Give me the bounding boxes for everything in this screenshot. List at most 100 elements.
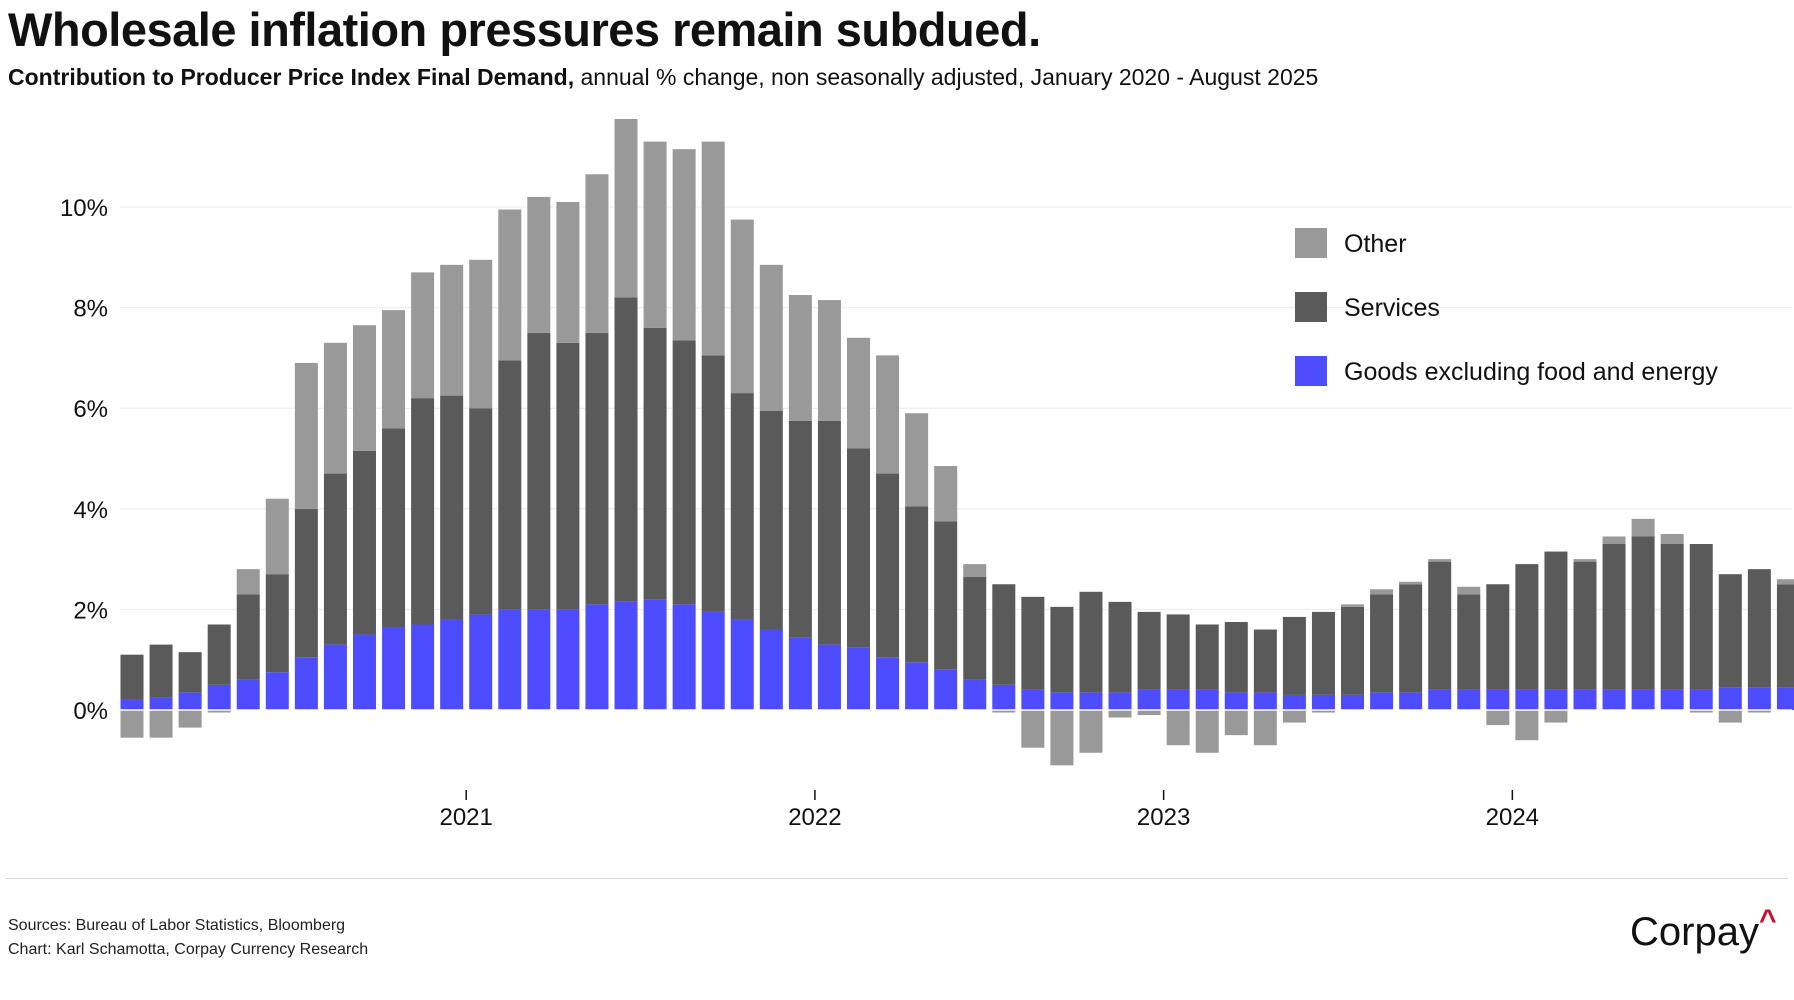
bar-goods [643,599,667,710]
y-tick-label: 0% [73,698,108,725]
bar-services [1486,584,1510,690]
bar-services [614,297,638,602]
bar-other [469,259,493,409]
subtitle-rest: annual % change, non seasonally adjusted… [574,64,1319,90]
chart-title: Wholesale inflation pressures remain sub… [8,3,1041,56]
bar-other [1660,533,1684,545]
bar-other [701,141,725,356]
bar-services [585,332,609,605]
bar-goods [614,601,638,710]
bar-services [1544,551,1568,690]
bar-goods [701,611,725,710]
bar-other [1631,518,1655,537]
bar-other [1544,710,1568,723]
bar-goods [1137,689,1161,710]
logo-text: Corpay [1630,910,1759,954]
bar-services [1515,564,1539,690]
corpay-logo: Corpay^ [1630,904,1776,955]
bar-goods [1457,689,1481,710]
legend-label-services: Services [1344,294,1440,322]
bar-other [1457,586,1481,595]
bar-goods [847,647,870,711]
bar-goods [1660,689,1684,710]
bar-goods [963,679,987,710]
bar-services [992,584,1016,685]
bar-other [934,466,958,522]
bar-goods [323,644,347,710]
bar-goods [294,657,318,710]
bar-other [1689,710,1713,713]
bar-goods [876,657,900,710]
bar-goods [1370,692,1394,710]
bar-services [1399,584,1423,693]
bar-goods [1079,692,1103,710]
bar-services [1660,544,1684,690]
bar-services [759,410,783,630]
bar-other [643,141,667,328]
bar-other [352,325,376,451]
x-axis: 20212022202320242025 [439,790,1539,831]
source-note: Sources: Bureau of Labor Statistics, Blo… [8,917,346,934]
bar-goods [788,637,812,710]
bar-goods [1631,689,1655,710]
bar-other [1747,710,1771,713]
bar-services [178,652,202,693]
bar-services [672,340,696,605]
bar-services [847,448,870,648]
bar-services [1602,544,1626,690]
bar-goods [1399,692,1423,710]
bar-goods [1341,694,1365,710]
legend: Other Services Goods excluding food and en… [1295,228,1718,386]
bar-other [730,219,754,394]
bar-other [1573,559,1597,562]
bar-goods [1021,689,1045,710]
bar-services [440,395,464,620]
bar-services [1428,561,1452,690]
bar-other [1021,710,1045,748]
bar-services [265,574,289,673]
y-axis: 0% 2% 4% 6% 8% 10% [60,195,108,725]
subtitle-bold: Contribution to Producer Price Index Fin… [8,64,575,90]
bar-other [585,174,609,333]
bar-services [817,420,841,645]
bar-other [207,710,231,713]
bar-other [1311,710,1335,713]
x-tick-label: 2021 [439,804,492,831]
bar-other [1486,710,1510,726]
bar-other [265,498,289,575]
bar-goods [730,619,754,710]
bar-goods [382,627,406,710]
bar-goods [1195,689,1219,710]
x-tick-label: 2024 [1486,804,1539,831]
bar-other [1166,710,1190,746]
bar-goods [1108,692,1132,710]
bar-services [120,654,144,700]
bar-goods [469,614,493,710]
bar-goods [1544,689,1568,710]
bar-goods [120,699,144,710]
bar-services [1457,594,1481,690]
bar-services [1311,611,1335,695]
bar-other [178,710,202,728]
y-tick-label: 10% [60,195,108,222]
bar-services [1050,606,1074,693]
bar-other [847,337,870,449]
bar-goods [672,604,696,710]
bar-other [1079,710,1103,753]
bar-other [1515,710,1539,741]
bar-services [963,576,987,680]
bar-goods [1602,689,1626,710]
bar-services [294,508,318,658]
bar-goods [1311,694,1335,710]
bar-services [498,360,522,610]
bar-services [1689,544,1713,690]
stacked-bar-chart: 0%2%4%6%8%10% 20212022202320242025 Other… [60,118,1794,831]
bar-goods [1166,689,1190,710]
bar-goods [1050,692,1074,710]
bar-other [1050,710,1074,766]
y-tick-label: 4% [73,497,108,524]
bar-services [469,408,493,615]
bar-services [788,420,812,638]
bar-other [440,264,464,396]
legend-swatch-goods [1295,356,1327,386]
